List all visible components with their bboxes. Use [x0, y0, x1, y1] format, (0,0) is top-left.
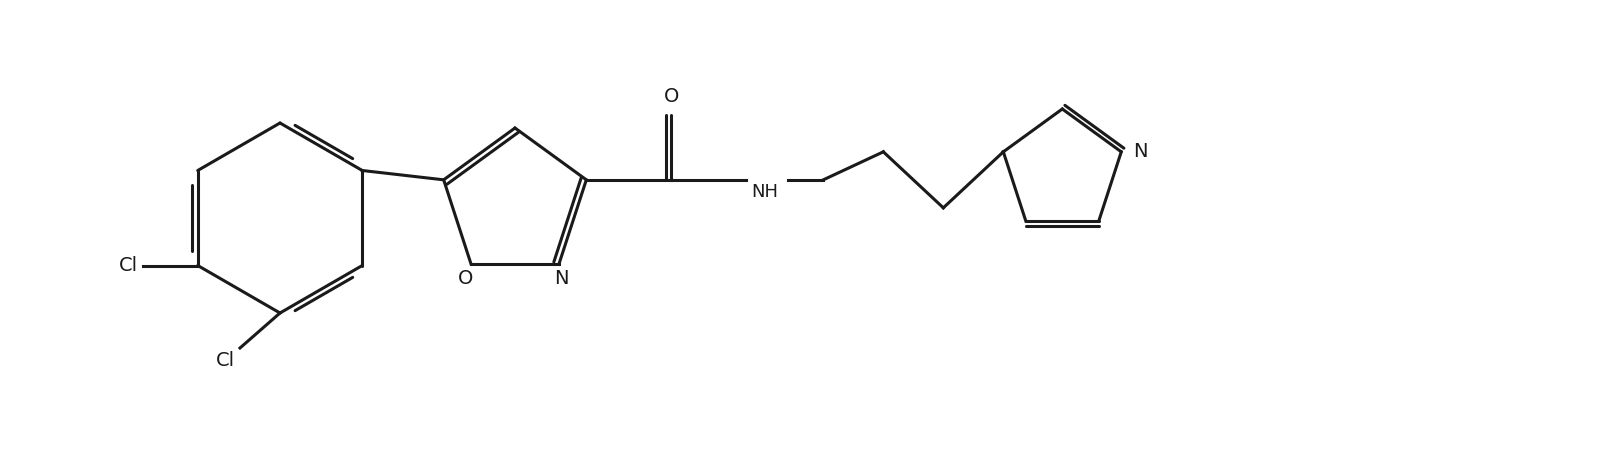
Text: Cl: Cl — [216, 350, 235, 370]
Text: Cl: Cl — [119, 256, 138, 275]
Text: NH: NH — [751, 183, 779, 201]
Text: O: O — [459, 269, 473, 288]
Text: N: N — [1133, 142, 1147, 161]
Text: N: N — [553, 269, 568, 288]
Text: O: O — [663, 87, 679, 106]
